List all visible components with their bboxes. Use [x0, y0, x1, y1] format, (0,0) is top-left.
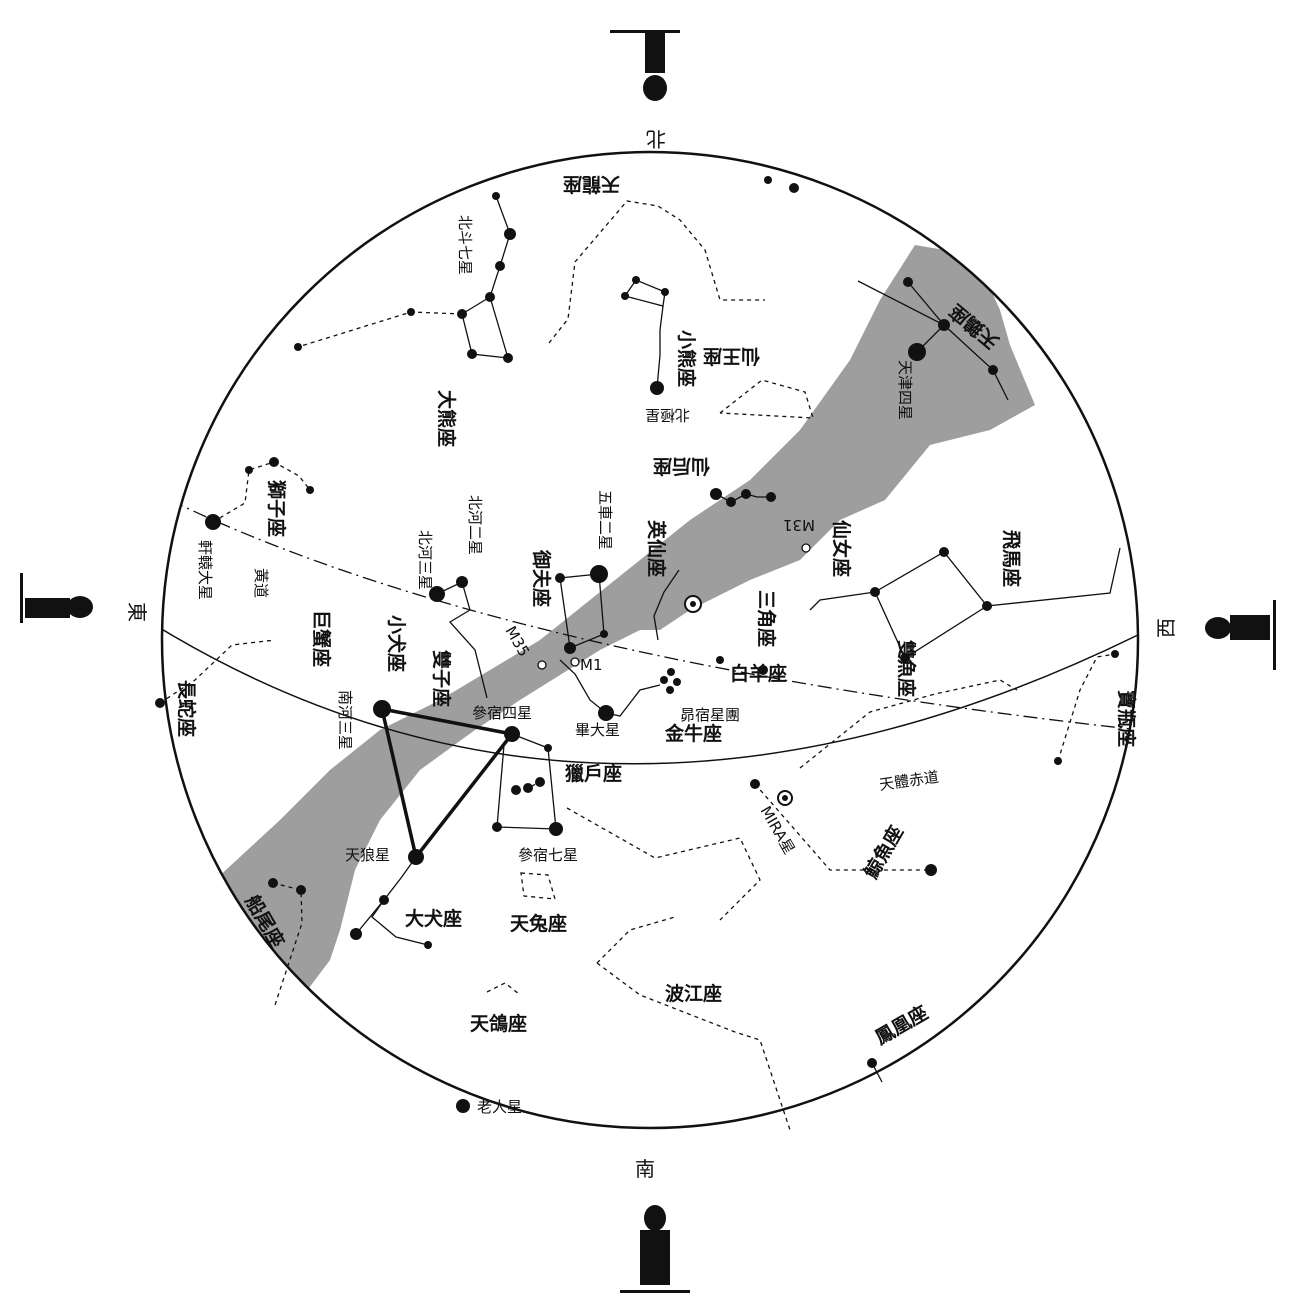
direction-east: 東 [125, 602, 149, 622]
label-andromeda: 仙女座 [830, 520, 853, 577]
label-columba: 天鴿座 [470, 1012, 527, 1035]
label-canis-major: 大犬座 [405, 907, 462, 930]
direction-west: 西 [1154, 618, 1178, 638]
label-mira: MIRA星 [757, 803, 799, 857]
star-polaris [650, 381, 664, 395]
star-sirius [408, 849, 424, 865]
direction-north: 北 [646, 127, 666, 151]
label-sirius: 天狼星 [345, 846, 390, 864]
star-canopus [456, 1099, 470, 1113]
observer-north-icon [610, 30, 680, 101]
label-aldebaran: 畢大星 [575, 721, 620, 739]
horizon-circle [160, 150, 1140, 1130]
label-betelgeuse: 參宿四星 [472, 704, 532, 722]
star-castor [456, 576, 468, 588]
label-m1: M1 [580, 656, 603, 674]
label-ursa-major: 大熊座 [435, 390, 458, 447]
star-regulus [205, 514, 221, 530]
label-auriga: 御夫座 [530, 549, 553, 607]
label-gemini: 雙子座 [430, 650, 453, 707]
celestial-equator-line [162, 621, 1138, 765]
ecliptic-line [169, 499, 1138, 731]
label-cassiopeia: 仙后座 [653, 455, 710, 478]
label-polaris: 北極星 [645, 406, 690, 424]
label-deneb: 天津四星 [896, 360, 914, 420]
star-pollux [429, 586, 445, 602]
label-phoenix: 鳳凰座 [871, 1001, 932, 1049]
label-leo: 獅子座 [265, 480, 288, 537]
label-ursa-minor: 小熊座 [675, 330, 698, 387]
label-taurus: 金牛座 [664, 722, 722, 745]
label-pleiades: 昴宿星團 [680, 706, 740, 724]
label-rigel: 參宿七星 [518, 846, 578, 864]
label-castor: 北河二星 [466, 495, 484, 555]
label-procyon: 南河三星 [336, 690, 354, 750]
label-cancer: 巨蟹座 [310, 610, 333, 667]
label-canis-minor: 小犬座 [385, 615, 408, 672]
m31-marker [801, 543, 811, 553]
markers [537, 543, 811, 806]
equator-label: 天體赤道 [878, 768, 940, 794]
ecliptic-label: 黃道 [252, 568, 270, 598]
label-cetus: 鯨魚座 [859, 822, 907, 883]
label-orion: 獵戶座 [565, 762, 622, 785]
label-aries: 白羊座 [730, 662, 787, 685]
direction-south: 南 [635, 1157, 655, 1181]
star-rigel [549, 822, 563, 836]
label-lepus: 天兔座 [510, 912, 567, 935]
label-pegasus: 飛馬座 [1000, 530, 1023, 587]
label-canopus: 老人星 [477, 1098, 522, 1116]
label-pollux: 北河三星 [416, 530, 434, 590]
winter-triangle [379, 706, 516, 861]
label-m31: M31 [783, 516, 815, 534]
label-big-dipper: 北斗七星 [456, 215, 474, 275]
m1-marker [570, 657, 580, 667]
label-eridanus: 波江座 [665, 982, 722, 1005]
milky-way [215, 245, 1035, 1000]
star-procyon [373, 700, 391, 718]
star-deneb [908, 343, 926, 361]
label-perseus: 英仙座 [645, 520, 668, 577]
label-aquarius: 寶瓶座 [1115, 690, 1138, 747]
star-betelgeuse [504, 726, 520, 742]
label-regulus: 軒轅大星 [196, 540, 214, 600]
star-capella [590, 565, 608, 583]
label-capella: 五車二星 [596, 490, 614, 550]
observer-west-icon [1205, 600, 1276, 670]
observer-east-icon [20, 573, 93, 623]
label-draco: 天龍座 [563, 173, 620, 196]
label-cepheus: 仙王座 [703, 345, 760, 368]
label-triangulum: 三角座 [755, 590, 778, 647]
stars [155, 176, 1119, 1113]
label-pisces: 雙魚座 [895, 640, 918, 697]
m35-marker [537, 660, 547, 670]
star-aldebaran [598, 705, 614, 721]
label-hydra: 長蛇座 [175, 680, 198, 737]
observer-south-icon [620, 1205, 690, 1293]
